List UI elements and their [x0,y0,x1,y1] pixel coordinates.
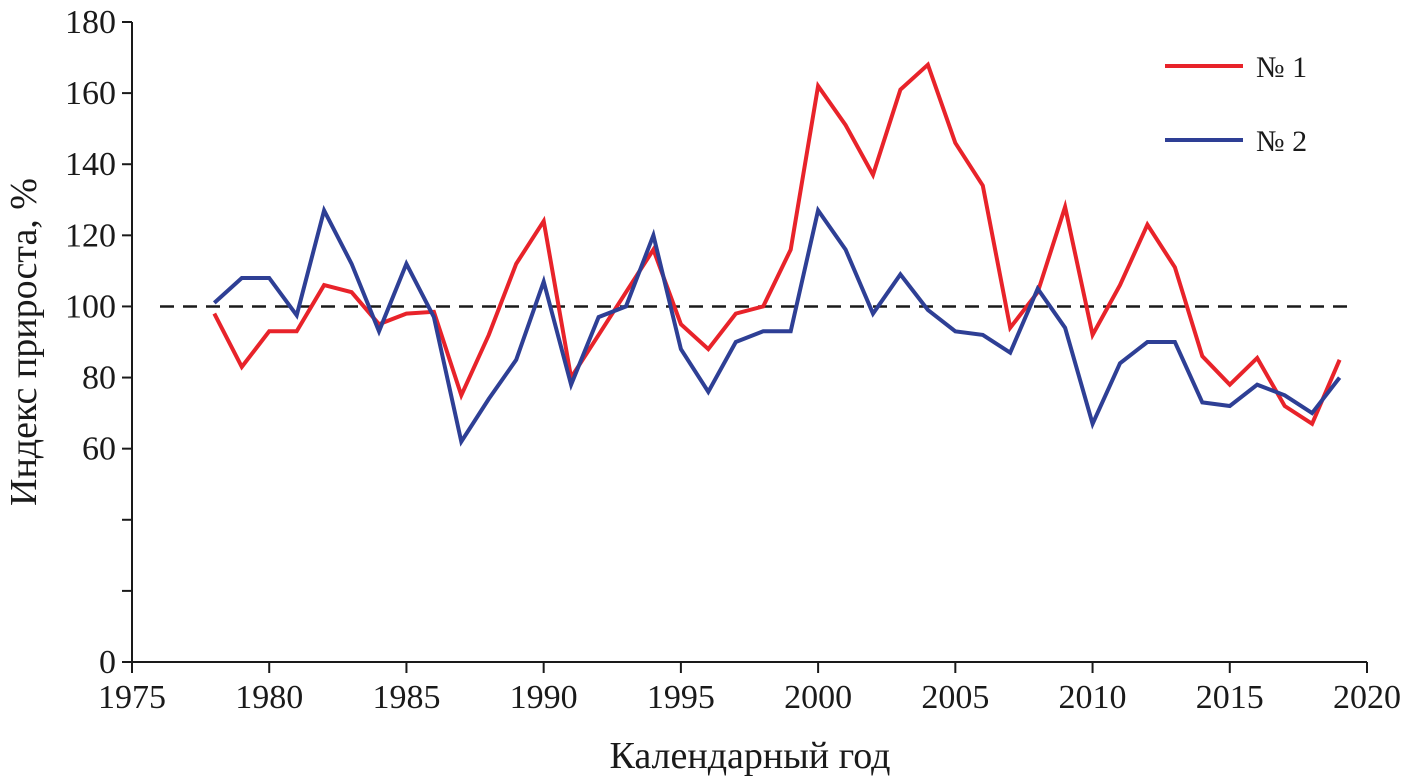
x-tick-label-2010: 2010 [1059,679,1127,716]
y-tick-label-120: 120 [65,217,116,254]
x-tick-label-1985: 1985 [372,679,440,716]
x-tick-label-2015: 2015 [1196,679,1264,716]
x-tick-label-2005: 2005 [921,679,989,716]
series-line-1 [212,61,1342,427]
y-tick-label-180: 180 [65,4,116,41]
x-ticks: 1975 1980 1985 1990 1995 2000 2005 2010 2015 2020 [98,662,1401,716]
y-ticks: 0 60 80 100 120 140 160 180 [65,4,132,681]
y-axis: 0 60 80 100 120 140 160 180 [65,4,133,681]
y-tick-label-140: 140 [65,146,116,183]
x-tick-label-2000: 2000 [784,679,852,716]
x-tick-label-2020: 2020 [1333,679,1401,716]
legend-label-1: № 1 [1256,51,1307,84]
series-group [212,61,1342,447]
y-tick-label-0: 0 [99,644,116,681]
y-tick-label-160: 160 [65,75,116,112]
y-tick-label-100: 100 [65,288,116,325]
x-tick-label-1975: 1975 [98,679,166,716]
x-tick-label-1990: 1990 [510,679,578,716]
y-tick-label-80: 80 [82,360,116,397]
x-axis-title: Календарный год [610,735,891,777]
x-tick-label-1995: 1995 [647,679,715,716]
legend-label-2: № 2 [1256,125,1307,158]
x-axis: 1975 1980 1985 1990 1995 2000 2005 2010 2015 2020 [98,661,1401,716]
y-axis-title: Индекс прироста, % [3,178,45,506]
x-tick-label-1980: 1980 [235,679,303,716]
series-line-2 [212,204,1342,447]
legend: № 1 № 2 [1165,51,1307,158]
y-tick-label-60: 60 [82,431,116,468]
